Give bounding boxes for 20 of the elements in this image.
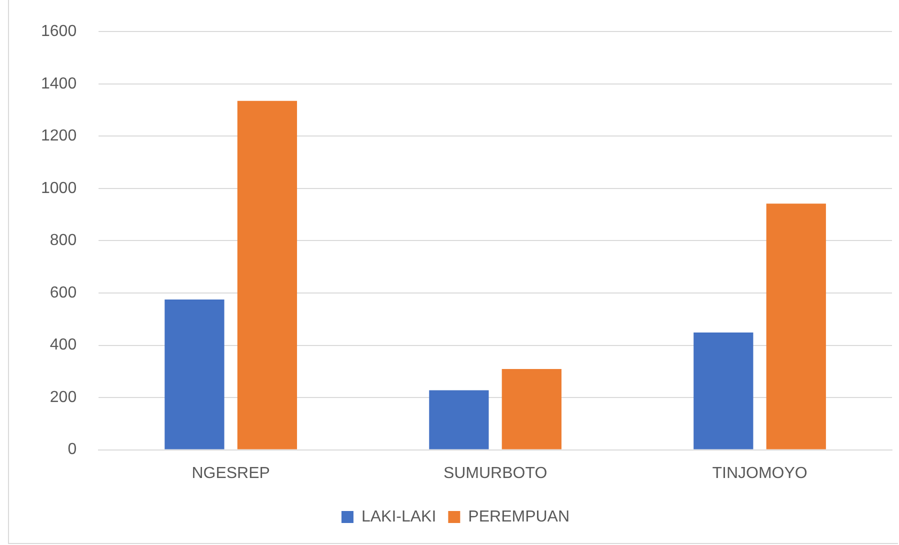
x-tick-label: NGESREP: [192, 464, 270, 482]
y-tick-label: 1200: [41, 128, 77, 145]
x-tick-label: SUMURBOTO: [443, 464, 548, 482]
y-tick-label: 200: [50, 388, 77, 406]
y-tick-label: 600: [50, 284, 77, 302]
y-tick-label: 800: [50, 232, 77, 250]
bar: [164, 300, 224, 450]
y-tick-label: 0: [68, 441, 77, 458]
y-tick-label: 1400: [41, 75, 77, 92]
y-tick-label: 1000: [41, 180, 77, 197]
bar: [237, 100, 298, 450]
bar: [502, 369, 562, 450]
y-tick-label: 1600: [41, 23, 77, 40]
legend-label: LAKI-LAKI: [361, 508, 436, 526]
y-tick-label: 400: [50, 336, 77, 354]
bar: [694, 332, 754, 450]
legend-label: PEREMPUAN: [468, 508, 570, 526]
bar: [429, 390, 489, 450]
x-tick-label: TINJOMOYO: [712, 464, 808, 482]
bar: [766, 204, 826, 450]
